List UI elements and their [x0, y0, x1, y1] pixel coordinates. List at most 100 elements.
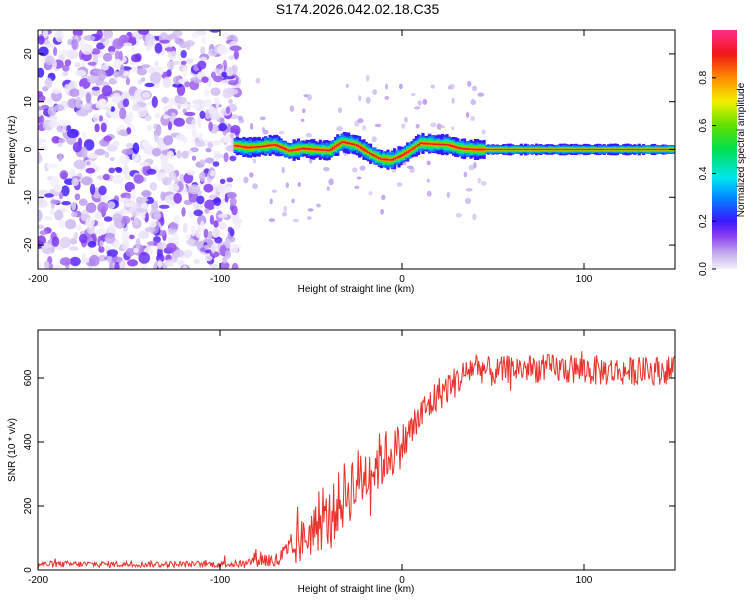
- spectrogram-noise-cell: [182, 265, 188, 269]
- spectrogram-noise-cell: [38, 46, 49, 57]
- spectrogram-noise-cell: [188, 192, 199, 203]
- spectrogram-noise-cell: [115, 167, 123, 173]
- spectrogram-ridge-cell: [237, 145, 242, 147]
- spectrogram-noise-cell: [86, 224, 95, 235]
- spectrogram-noise-cell: [226, 177, 234, 183]
- spectrogram-ridge-cell: [565, 149, 569, 150]
- spectrogram-noise-cell: [53, 46, 58, 57]
- spectrogram-noise-cell: [98, 255, 107, 262]
- spectrogram-ridge-cell: [478, 148, 482, 151]
- spectrogram-ridge-cell: [620, 149, 624, 150]
- spectrogram-noise-cell: [112, 38, 124, 50]
- spectrogram-noise-cell: [61, 201, 71, 206]
- spectrogram-noise-cell: [470, 116, 475, 122]
- colorbar-tick-label: 0.0: [698, 262, 709, 276]
- spectrogram-ridge-cell: [233, 145, 237, 147]
- spectrogram-noise-cell: [112, 241, 120, 250]
- spectrogram-ridge-cell: [430, 143, 434, 145]
- spectrogram-noise-cell: [112, 174, 123, 185]
- spectrogram-ridge-cell: [609, 149, 613, 150]
- spectrogram-ridge-cell: [294, 149, 298, 151]
- spectrogram-noise-cell: [184, 81, 190, 88]
- spectrogram-ridge-cell: [283, 148, 287, 150]
- spectrogram-noise-cell: [154, 60, 159, 67]
- spectrogram-noise-cell: [166, 151, 175, 160]
- spectrogram-ridge-cell: [639, 149, 643, 150]
- spectrogram-noise-cell: [39, 195, 43, 204]
- spectrogram-noise-cell: [207, 48, 218, 57]
- spectrogram-ridge-cell: [497, 149, 501, 150]
- spectrogram-noise-cell: [271, 189, 277, 193]
- spectrogram-noise-cell: [128, 234, 135, 240]
- spectrogram-noise-cell: [163, 114, 169, 120]
- spectrogram-ridge-cell: [513, 149, 517, 150]
- spectrogram-ridge-cell: [452, 145, 456, 148]
- spectrogram-noise-cell: [62, 71, 69, 77]
- spectrogram-noise-cell: [94, 148, 106, 156]
- spectrogram-noise-cell: [85, 202, 97, 214]
- spectrogram-noise-cell: [196, 117, 202, 128]
- spectrogram-noise-cell: [177, 96, 187, 105]
- spectrogram-noise-cell: [167, 121, 172, 131]
- spectrogram-noise-cell: [307, 216, 312, 220]
- spectrogram-noise-cell: [118, 129, 128, 136]
- spectrogram-ridge-cell: [292, 149, 296, 151]
- snr-xtick-label: -200: [28, 575, 48, 586]
- spectrogram-noise-cell: [225, 66, 234, 77]
- spectrogram-noise-cell: [326, 186, 330, 191]
- spectrogram-noise-cell: [100, 196, 106, 202]
- spectrogram-noise-cell: [131, 46, 136, 52]
- spectrogram-noise-cell: [96, 42, 106, 50]
- spectrogram-ridge-cell: [427, 143, 432, 145]
- spectrogram-ridge-cell: [307, 148, 311, 150]
- spectrogram-ridge-cell: [395, 157, 399, 159]
- spectrogram-ridge-cell: [353, 144, 357, 146]
- snr-ytick-label: 400: [23, 433, 34, 450]
- spectrogram-noise-cell: [173, 249, 185, 258]
- spectrogram-noise-cell: [141, 64, 151, 69]
- spectrogram-noise-cell: [165, 242, 177, 252]
- spectrogram-noise-cell: [51, 236, 60, 247]
- spectrogram-noise-cell: [141, 140, 151, 149]
- spectrogram-noise-cell: [447, 85, 453, 90]
- spectrogram-noise-cell: [167, 33, 178, 40]
- spectrogram-noise-cell: [253, 158, 257, 164]
- spectrogram-cells: [38, 30, 675, 269]
- spectrogram-noise-cell: [166, 60, 175, 70]
- spectrogram-noise-cell: [71, 177, 79, 187]
- spectrogram-noise-cell: [213, 197, 222, 206]
- spectrogram-noise-cell: [154, 42, 163, 54]
- spectrogram-ridge-cell: [469, 148, 473, 150]
- spectrogram-noise-cell: [193, 79, 203, 84]
- spectrogram-noise-cell: [144, 226, 156, 233]
- spectrogram-noise-cell: [133, 247, 139, 254]
- spectrogram-noise-cell: [200, 46, 206, 55]
- spectrogram-noise-cell: [354, 185, 360, 189]
- spectrogram-noise-cell: [168, 97, 173, 110]
- spectrogram-noise-cell: [136, 196, 143, 204]
- spectrogram-ridge-cell: [248, 146, 252, 149]
- spectrogram-noise-cell: [278, 130, 285, 135]
- spectrogram-noise-cell: [180, 50, 187, 59]
- spectrogram-noise-cell: [53, 184, 63, 193]
- spectrogram-noise-cell: [81, 176, 93, 186]
- spectrogram-noise-cell: [157, 259, 163, 269]
- spectrogram-noise-cell: [426, 160, 431, 166]
- spectrogram-noise-cell: [289, 105, 295, 112]
- spectrogram-ridge-cell: [580, 149, 584, 150]
- spectrogram-ridge-cell: [259, 145, 263, 148]
- spectrogram-noise-cell: [219, 178, 226, 185]
- chart-title: S174.2026.042.02.18.C35: [275, 1, 440, 17]
- spectrogram-ridge-cell: [506, 149, 510, 150]
- spectrogram-noise-cell: [204, 157, 215, 164]
- spectrogram-ridge-cell: [528, 149, 532, 150]
- spectrogram-noise-cell: [97, 70, 107, 81]
- snr-xtick-label: 100: [576, 575, 593, 586]
- spectrogram-noise-cell: [204, 88, 210, 97]
- spectrogram-ridge-cell: [325, 149, 329, 151]
- spectrogram-ridge-cell: [314, 148, 318, 151]
- spectrogram-noise-cell: [86, 216, 95, 228]
- spectrogram-noise-cell: [169, 221, 179, 230]
- spectrogram-noise-cell: [213, 97, 220, 104]
